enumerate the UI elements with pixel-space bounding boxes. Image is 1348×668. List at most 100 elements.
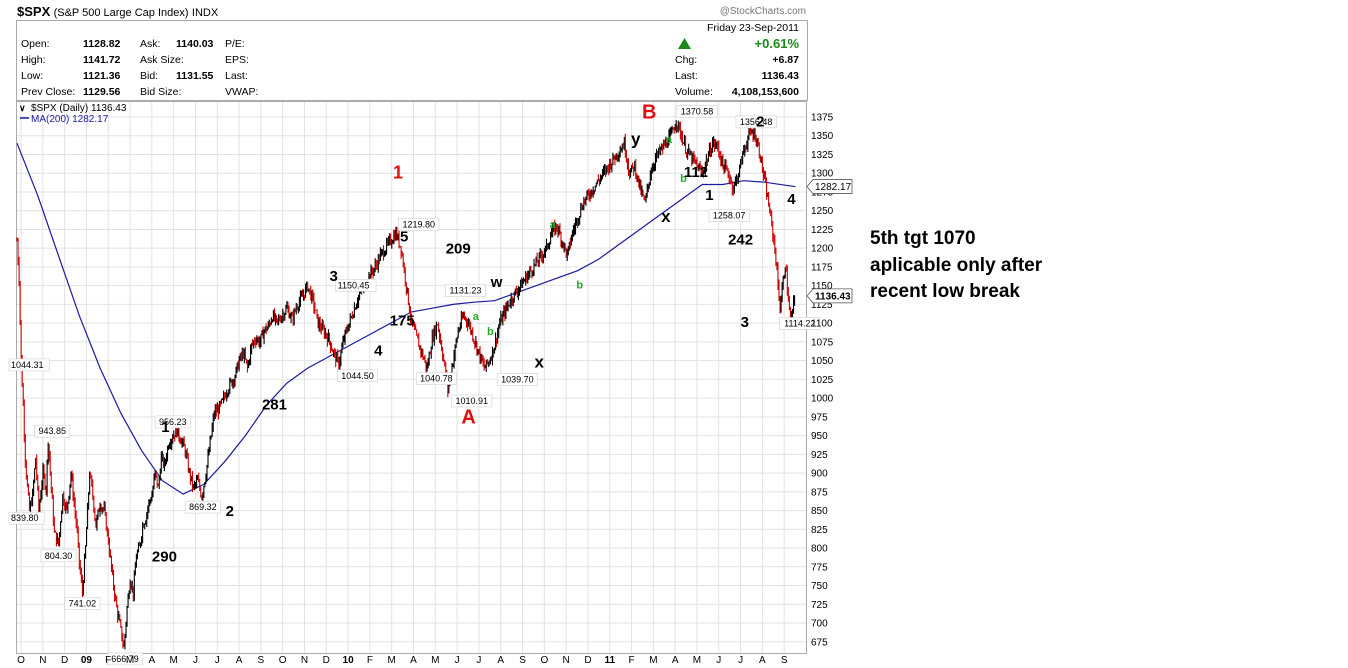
price-label-box xyxy=(34,424,71,438)
wave-label: 112 xyxy=(684,164,708,181)
price-label: 1356.48 xyxy=(740,117,773,127)
percent-change: +0.61% xyxy=(754,36,799,51)
price-label-box xyxy=(8,358,50,372)
eps-label: EPS: xyxy=(225,54,249,66)
price-label-box xyxy=(398,218,440,231)
y-tick-label: 800 xyxy=(811,544,828,555)
y-tick-label: 1225 xyxy=(811,225,834,236)
ask-size-label: Ask Size: xyxy=(140,54,184,66)
wave-label: 3 xyxy=(741,314,749,331)
wave-label: a xyxy=(473,311,480,323)
y-tick-label: 675 xyxy=(811,637,828,648)
symbol: $SPX xyxy=(17,4,51,19)
last-value: 1136.43 xyxy=(761,70,799,82)
price-label-box xyxy=(335,279,377,292)
wave-label: 175 xyxy=(390,312,415,329)
last-label: Last: xyxy=(675,70,698,82)
y-tick-label: 850 xyxy=(811,506,828,517)
ask-label: Ask: xyxy=(140,38,161,50)
y-tick-label: 1000 xyxy=(811,394,834,405)
gridlines xyxy=(17,102,806,653)
x-tick-label: 09 xyxy=(81,655,93,666)
price-label: 804.30 xyxy=(45,551,73,561)
chg-label: Chg: xyxy=(675,54,698,66)
y-tick-label: 1100 xyxy=(811,319,833,330)
x-tick-label: M xyxy=(431,655,439,666)
x-tick-label: M xyxy=(169,655,177,666)
volume-value: 4,108,153,600 xyxy=(731,86,799,98)
x-tick-label: M xyxy=(388,655,396,666)
up-arrow-icon xyxy=(678,38,691,49)
wave-label: a xyxy=(550,219,557,231)
x-tick-label: A xyxy=(759,655,766,666)
x-tick-label: N xyxy=(301,655,308,666)
price-label: 1370.58 xyxy=(681,106,714,116)
last-label-mid: Last: xyxy=(225,70,248,82)
wave-label: b xyxy=(487,326,494,338)
x-tick-label: A xyxy=(410,655,417,666)
quote-date: Friday 23-Sep-2011 xyxy=(706,22,799,34)
x-tick-label: J xyxy=(476,655,481,666)
last-price-box xyxy=(806,288,853,304)
price-label-box xyxy=(444,284,486,298)
x-tick-label: S xyxy=(781,655,788,666)
ma-last-tag: 1282.17 xyxy=(815,182,852,193)
wave-label: 242 xyxy=(728,231,753,248)
x-tick-label: A xyxy=(672,655,679,666)
bars-icon: ∨ xyxy=(19,103,26,113)
wave-label: x xyxy=(534,352,544,371)
price-label-box xyxy=(779,317,821,330)
price-series xyxy=(16,120,796,650)
price-label: 666.79 xyxy=(111,654,139,664)
wave-label: 4 xyxy=(787,191,796,208)
x-tick-label: S xyxy=(519,655,526,666)
y-tick-label: 900 xyxy=(811,469,828,480)
x-tick-label: F xyxy=(105,655,111,666)
x-tick-label: N xyxy=(563,655,570,666)
wave-label: B xyxy=(642,101,656,123)
stockcharts-credit: @StockCharts.com xyxy=(719,6,806,17)
y-tick-label: 1325 xyxy=(811,150,834,161)
x-tick-label: N xyxy=(39,655,46,666)
x-tick-label: F xyxy=(367,655,373,666)
price-chart: 1044.31 839.80 943.85 804.30 741.02 666.79 956… xyxy=(8,101,853,666)
y-tick-label: 725 xyxy=(811,600,828,611)
low-label: Low: xyxy=(21,70,44,82)
price-label: 1044.31 xyxy=(11,360,44,370)
y-tick-label: 1150 xyxy=(811,281,833,292)
price-label: 1131.23 xyxy=(450,286,482,296)
y-tick-label: 700 xyxy=(811,619,828,630)
price-label: 1040.78 xyxy=(420,374,453,384)
price-label-box xyxy=(184,500,221,514)
price-label-box xyxy=(451,394,493,408)
y-tick-label: 1025 xyxy=(811,375,834,386)
price-label-box xyxy=(496,373,538,386)
wave-label: 209 xyxy=(446,240,471,257)
price-label: 1150.45 xyxy=(338,280,370,290)
x-tick-label: O xyxy=(279,655,287,666)
wave-label: 5 xyxy=(400,228,408,245)
wave-label: a xyxy=(666,134,673,146)
price-label: 1258.07 xyxy=(713,211,746,221)
y-tick-label: 825 xyxy=(811,525,828,536)
y-tick-label: 975 xyxy=(811,412,828,423)
price-label: 1039.70 xyxy=(501,374,534,384)
x-tick-label: J xyxy=(215,655,220,666)
wave-label: x xyxy=(661,207,671,226)
legend-spx: $SPX (Daily) 1136.43 xyxy=(31,103,127,114)
price-label-box xyxy=(708,209,750,222)
ma-last-box xyxy=(806,179,853,194)
price-label: 741.02 xyxy=(69,598,97,608)
x-tick-label: J xyxy=(716,655,721,666)
y-tick-label: 950 xyxy=(811,431,828,442)
x-tick-label: M xyxy=(126,655,134,666)
price-label-box xyxy=(415,372,457,385)
x-tick-label: S xyxy=(258,655,265,666)
high-label: High: xyxy=(21,54,46,66)
wave-label: 1 xyxy=(161,419,169,436)
wave-label: 281 xyxy=(262,396,287,413)
x-tick-label: A xyxy=(497,655,504,666)
chart-header: $SPX (S&P 500 Large Cap Index) INDX xyxy=(17,4,218,19)
x-tick-label: M xyxy=(649,655,657,666)
index-name: (S&P 500 Large Cap Index) xyxy=(53,7,189,19)
